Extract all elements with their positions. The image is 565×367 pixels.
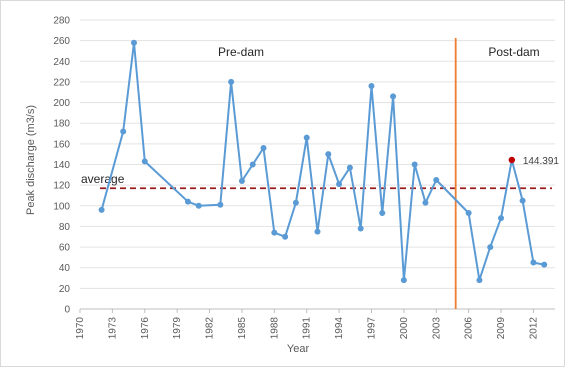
data-point: [368, 83, 375, 90]
y-tick-label: 220: [53, 77, 70, 88]
data-point: [282, 233, 289, 240]
data-point: [379, 210, 386, 217]
x-tick-label: 1988: [269, 317, 280, 340]
y-tick-label: 180: [53, 119, 70, 130]
data-point: [519, 197, 526, 204]
data-point: [184, 198, 191, 205]
axes: 0 20 40 60 80 100 120 140 160 180 200 220 240 260 280 1…: [53, 16, 555, 340]
data-point: [390, 93, 397, 100]
y-tick-label: 160: [53, 139, 70, 150]
y-tick-label: 40: [59, 263, 71, 274]
y-tick-label: 20: [59, 284, 71, 295]
data-point: [336, 181, 343, 188]
x-tick-label: 1973: [107, 317, 118, 340]
data-point: [476, 277, 483, 284]
data-point: [228, 78, 235, 85]
data-point: [238, 178, 245, 185]
y-tick-label: 120: [53, 181, 70, 192]
data-point: [498, 215, 505, 222]
data-point: [422, 199, 429, 206]
data-point: [98, 206, 105, 213]
data-point: [400, 277, 407, 284]
x-tick-label: 2009: [496, 317, 507, 340]
x-tick-label: 1994: [334, 317, 345, 340]
x-tick-label: 2012: [528, 317, 539, 340]
series: 144.391: [98, 39, 560, 284]
average-label: average: [81, 172, 125, 186]
x-tick-label: 1982: [205, 317, 216, 340]
y-tick-label: 140: [53, 160, 70, 171]
annotations: average Pre-dam Post-dam: [81, 38, 552, 309]
data-point: [271, 229, 278, 236]
data-point: [411, 161, 418, 168]
x-tick-label: 2006: [464, 317, 475, 340]
data-point: [120, 128, 127, 135]
data-point: [260, 144, 267, 151]
data-point: [217, 201, 224, 208]
data-point: [141, 158, 148, 165]
y-tick-label: 240: [53, 57, 70, 68]
data-point: [325, 151, 332, 158]
post-dam-label: Post-dam: [488, 45, 539, 59]
x-tick-label: 1970: [75, 317, 86, 340]
pre-dam-label: Pre-dam: [218, 45, 264, 59]
y-tick-label: 100: [53, 201, 70, 212]
highlight-point: [508, 156, 516, 164]
y-tick-label: 280: [53, 16, 70, 27]
data-point: [346, 164, 353, 171]
x-tick-label: 1997: [366, 317, 377, 340]
y-axis-title: Peak discharge (m3/s): [25, 105, 37, 215]
data-point: [249, 161, 256, 168]
data-point: [530, 259, 537, 266]
data-point: [433, 176, 440, 183]
data-point: [487, 244, 494, 251]
x-tick-label: 1985: [237, 317, 248, 340]
data-point: [357, 225, 364, 232]
y-tick-label: 60: [59, 243, 71, 254]
x-tick-label: 2003: [431, 317, 442, 340]
gridlines: [80, 19, 555, 289]
data-point: [303, 134, 310, 141]
y-tick-label: 80: [59, 222, 71, 233]
highlight-data-label: 144.391: [523, 156, 560, 167]
y-tick-label: 0: [64, 305, 70, 316]
data-point: [541, 261, 548, 268]
x-tick-label: 1991: [302, 317, 313, 340]
x-tick-label: 1976: [140, 317, 151, 340]
data-point: [130, 39, 137, 46]
y-tick-label: 260: [53, 36, 70, 47]
x-axis-title: Year: [287, 343, 310, 355]
data-point: [195, 202, 202, 209]
y-tick-label: 200: [53, 98, 70, 109]
x-tick-label: 1979: [172, 317, 183, 340]
data-point: [465, 210, 472, 217]
data-point: [292, 199, 299, 206]
data-point: [314, 228, 321, 235]
x-tick-label: 2000: [399, 317, 410, 340]
